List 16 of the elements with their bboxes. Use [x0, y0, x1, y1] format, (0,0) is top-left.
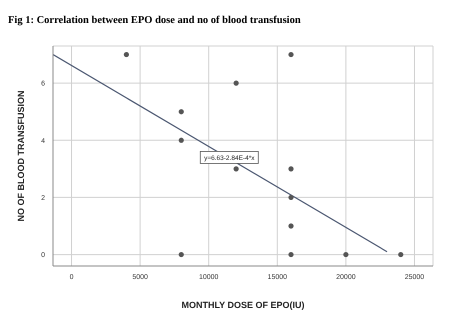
point	[178, 109, 184, 114]
point	[288, 194, 294, 200]
point	[398, 252, 404, 258]
point	[343, 252, 348, 258]
x-axis-title: MONTHLY DOSE OF EPO(IU)	[181, 300, 305, 310]
point	[178, 138, 184, 143]
chart-title: Fig 1: Correlation between EPO dose and no of blood transfusion	[8, 15, 301, 26]
point	[288, 223, 294, 229]
y-axis-title: NO OF BLOOD TRANSFUSION	[16, 90, 26, 222]
point	[288, 166, 294, 172]
point	[234, 166, 239, 172]
point	[178, 252, 184, 258]
point	[124, 52, 129, 58]
point	[288, 52, 294, 58]
point	[234, 80, 239, 86]
point	[288, 252, 294, 258]
